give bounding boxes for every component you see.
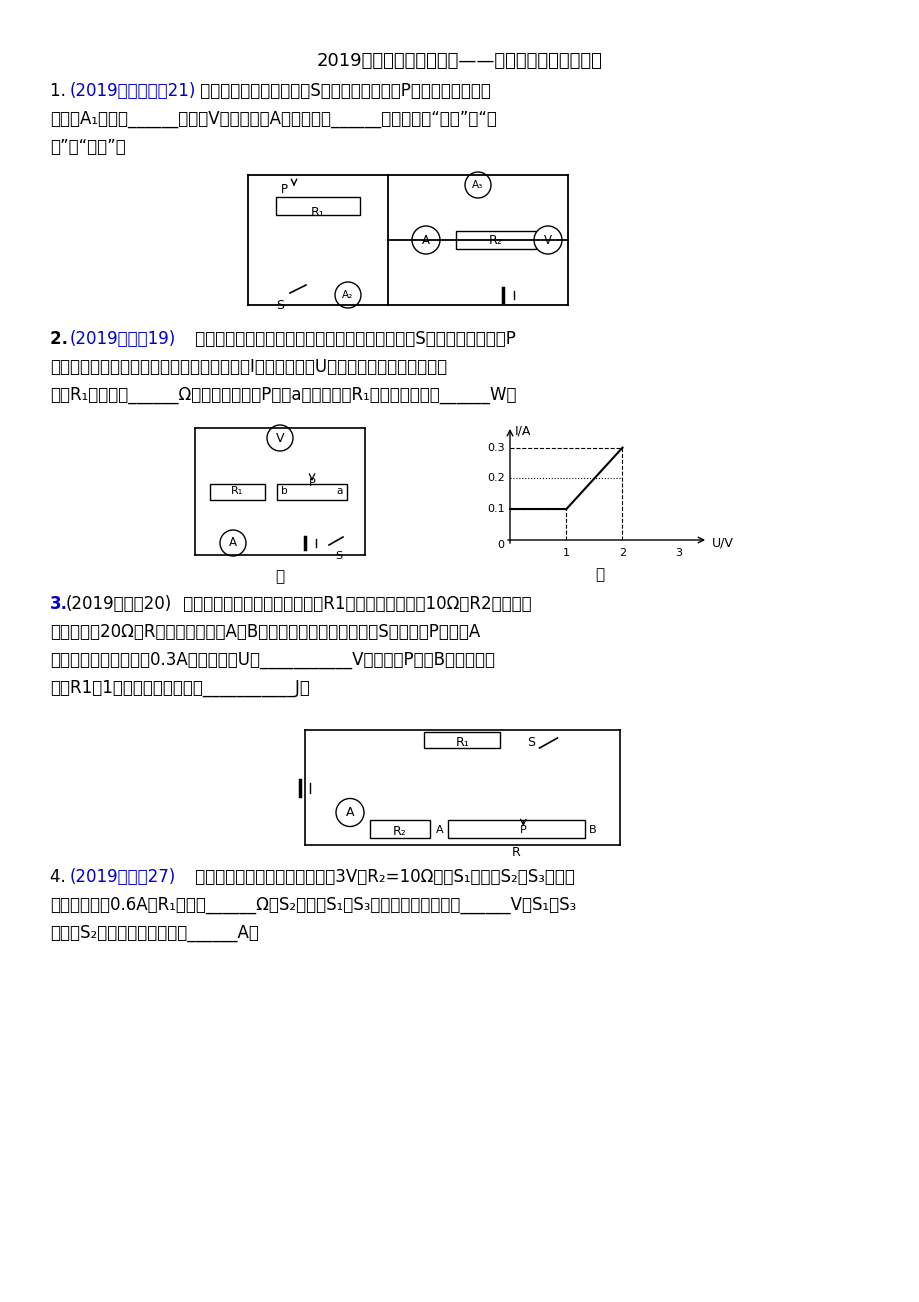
Text: 2: 2 — [618, 548, 626, 559]
Text: (2019天津，19): (2019天津，19) — [70, 329, 176, 348]
Text: (2019阜新，27): (2019阜新，27) — [70, 868, 176, 885]
Text: 0: 0 — [496, 540, 504, 549]
Text: A: A — [422, 233, 429, 246]
Circle shape — [335, 283, 360, 309]
Text: A₃: A₃ — [471, 180, 483, 190]
Text: A: A — [436, 825, 444, 835]
Text: 3.: 3. — [50, 595, 68, 613]
Text: 电阵R₁的阻値为______Ω；当变阻器滑片P处于a端时，电阵R₁消耗的电功率为______W。: 电阵R₁的阻値为______Ω；当变阻器滑片P处于a端时，电阵R₁消耗的电功率为… — [50, 385, 516, 404]
Text: 0.3: 0.3 — [487, 443, 505, 453]
Bar — [448, 820, 584, 838]
Text: 1: 1 — [562, 548, 569, 559]
Bar — [276, 197, 359, 215]
Circle shape — [412, 227, 439, 254]
Text: R₂: R₂ — [392, 825, 406, 838]
Text: V: V — [276, 431, 284, 444]
Circle shape — [335, 798, 364, 827]
Circle shape — [220, 530, 245, 556]
Text: 2.: 2. — [50, 329, 74, 348]
Text: S: S — [276, 299, 284, 312]
Text: 如图所示电路，闭合开关S，滑动变阻器滑片P向右滑动过程中，: 如图所示电路，闭合开关S，滑动变阻器滑片P向右滑动过程中， — [195, 82, 491, 100]
Text: 乙: 乙 — [595, 566, 604, 582]
Circle shape — [533, 227, 562, 254]
Text: a: a — [336, 487, 343, 496]
Text: 0.1: 0.1 — [487, 504, 505, 514]
Bar — [210, 483, 265, 500]
Text: 今ａ端移动到ｂ端的整个过程中，电流表示数I与电压表示数U的关系图象如图乙所示。则: 今ａ端移动到ｂ端的整个过程中，电流表示数I与电压表示数U的关系图象如图乙所示。则 — [50, 358, 447, 376]
Text: P: P — [308, 478, 315, 487]
Text: P: P — [280, 184, 288, 197]
Text: 端时，电流表的示数为0.3A，电源电压U＝___________V。当滑片P移到B点时，发热: 端时，电流表的示数为0.3A，电源电压U＝___________V。当滑片P移到… — [50, 651, 494, 669]
Text: b: b — [280, 487, 288, 496]
Text: 如图甲所示的电路，电源电压保持不变，闭合开关S，滑动变阻器滑片P: 如图甲所示的电路，电源电压保持不变，闭合开关S，滑动变阻器滑片P — [190, 329, 516, 348]
Bar — [424, 732, 500, 749]
Text: 闭合，S₂断开，电流表示数为______A。: 闭合，S₂断开，电流表示数为______A。 — [50, 924, 258, 943]
Text: 1.: 1. — [50, 82, 71, 100]
Text: I/A: I/A — [515, 424, 531, 437]
Text: A: A — [346, 806, 354, 819]
Text: R₁: R₁ — [311, 206, 324, 219]
Text: 电流表A₁的示数______。电压V表与电流表A示数的比値______。（均选填“变大”、“变: 电流表A₁的示数______。电压V表与电流表A示数的比値______。（均选填… — [50, 109, 496, 128]
Text: 如图所示电路，电源电压恒定为3V，R₂=10Ω，当S₁闭合，S₂、S₃断开，: 如图所示电路，电源电压恒定为3V，R₂=10Ω，当S₁闭合，S₂、S₃断开， — [190, 868, 574, 885]
Text: (2019齐齐哈尔，21): (2019齐齐哈尔，21) — [70, 82, 196, 100]
Text: 电流表示数为0.6A，R₁阻値为______Ω；S₂闭合，S₁、S₃断开，电压表示数为______V；S₁、S₃: 电流表示数为0.6A，R₁阻値为______Ω；S₂闭合，S₁、S₃断开，电压表… — [50, 896, 575, 914]
Text: (2019益阳，20): (2019益阳，20) — [66, 595, 172, 613]
Circle shape — [267, 424, 292, 450]
Text: V: V — [543, 233, 551, 246]
Text: A: A — [229, 536, 237, 549]
Text: 4.: 4. — [50, 868, 71, 885]
Text: U/V: U/V — [711, 536, 733, 549]
Bar — [369, 820, 429, 838]
Text: P: P — [519, 825, 527, 835]
Text: 阻，阻値为20Ω。R为滑动变阻器（A、B为其两个端点）。闭合开关S，当滑片P移动到A: 阻，阻値为20Ω。R为滑动变阻器（A、B为其两个端点）。闭合开关S，当滑片P移动… — [50, 622, 480, 641]
Text: R₁: R₁ — [455, 736, 469, 749]
Text: 3: 3 — [675, 548, 682, 559]
Text: 如图所示电路，电源电压不变，R1为发热电阵，阻倶10Ω。R2为定値电: 如图所示电路，电源电压不变，R1为发热电阵，阻倶10Ω。R2为定値电 — [177, 595, 531, 613]
Text: S: S — [527, 736, 535, 749]
Text: 2019年中考物理真题集锦——专题五十四：动态电路: 2019年中考物理真题集锦——专题五十四：动态电路 — [317, 52, 602, 70]
Text: R: R — [512, 846, 520, 859]
Bar — [277, 483, 346, 500]
Text: B: B — [588, 825, 596, 835]
Text: S: S — [335, 551, 342, 561]
Text: 甲: 甲 — [275, 569, 284, 585]
Text: R₁: R₁ — [231, 487, 244, 496]
Text: 电阵R1在1分钟内产生的热量为___________J。: 电阵R1在1分钟内产生的热量为___________J。 — [50, 680, 310, 697]
Circle shape — [464, 172, 491, 198]
Text: 0.2: 0.2 — [487, 474, 505, 483]
Bar — [456, 230, 536, 249]
Text: 小”或“不变”）: 小”或“不变”） — [50, 138, 126, 156]
Text: A₂: A₂ — [342, 290, 353, 299]
Text: R₂: R₂ — [489, 233, 503, 246]
